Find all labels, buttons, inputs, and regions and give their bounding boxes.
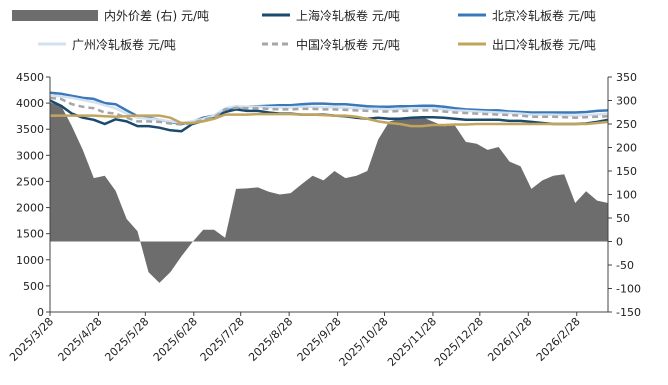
y-tick-label: 3000 bbox=[16, 149, 44, 162]
x-tick-label: 2025/5/28 bbox=[102, 315, 151, 364]
y-tick-label: 4000 bbox=[16, 97, 44, 110]
plot-area bbox=[49, 91, 609, 283]
x-tick-label: 2025/10/28 bbox=[337, 315, 391, 369]
x-tick-label: 2025/3/28 bbox=[7, 315, 56, 364]
series-line-3 bbox=[49, 94, 609, 125]
x-tick-label: 2025/6/28 bbox=[151, 315, 200, 364]
y-tick-label: 500 bbox=[23, 280, 44, 293]
y2-tick-label: 350 bbox=[616, 71, 637, 84]
y2-tick-label: 100 bbox=[616, 189, 637, 202]
x-tick-label: 2025/12/28 bbox=[432, 315, 486, 369]
y-tick-label: 1000 bbox=[16, 254, 44, 267]
y2-tick-label: 0 bbox=[616, 236, 623, 249]
y-tick-label: 2500 bbox=[16, 175, 44, 188]
legend-label: 内外价差 (右) 元/吨 bbox=[104, 8, 209, 23]
y-tick-label: 2000 bbox=[16, 202, 44, 215]
x-tick-label: 2025/7/28 bbox=[198, 315, 247, 364]
y2-tick-label: 50 bbox=[616, 212, 630, 225]
x-tick-label: 2025/9/28 bbox=[295, 315, 344, 364]
series-area-0 bbox=[50, 102, 608, 283]
y2-tick-label: -50 bbox=[616, 259, 634, 272]
x-tick-label: 2025/8/28 bbox=[246, 315, 295, 364]
y2-tick-label: 250 bbox=[616, 118, 637, 131]
x-tick-label: 2025/11/28 bbox=[385, 315, 439, 369]
x-tick-label: 2026/1/28 bbox=[485, 315, 534, 364]
series-line-5 bbox=[50, 112, 609, 128]
y2-tick-label: 150 bbox=[616, 165, 637, 178]
y-tick-label: 3500 bbox=[16, 123, 44, 136]
x-tick-label: 2025/4/28 bbox=[55, 315, 104, 364]
x-tick-label: 2026/2/28 bbox=[534, 315, 583, 364]
y2-tick-label: -150 bbox=[616, 306, 641, 319]
y-tick-label: 4500 bbox=[16, 71, 44, 84]
y2-tick-label: 200 bbox=[616, 142, 637, 155]
legend-swatch bbox=[12, 10, 98, 21]
legend-label: 广州冷轧板卷 元/吨 bbox=[72, 37, 176, 52]
series-line-2 bbox=[49, 91, 609, 126]
legend-label: 北京冷轧板卷 元/吨 bbox=[492, 8, 596, 23]
y-tick-label: 0 bbox=[37, 306, 44, 319]
legend-label: 出口冷轧板卷 元/吨 bbox=[492, 37, 596, 52]
y2-tick-label: -100 bbox=[616, 283, 641, 296]
y-tick-label: 1500 bbox=[16, 228, 44, 241]
series-line-4 bbox=[49, 96, 609, 126]
legend-label: 中国冷轧板卷 元/吨 bbox=[296, 37, 400, 52]
y2-tick-label: 300 bbox=[616, 95, 637, 108]
legend-label: 上海冷轧板卷 元/吨 bbox=[296, 8, 400, 23]
